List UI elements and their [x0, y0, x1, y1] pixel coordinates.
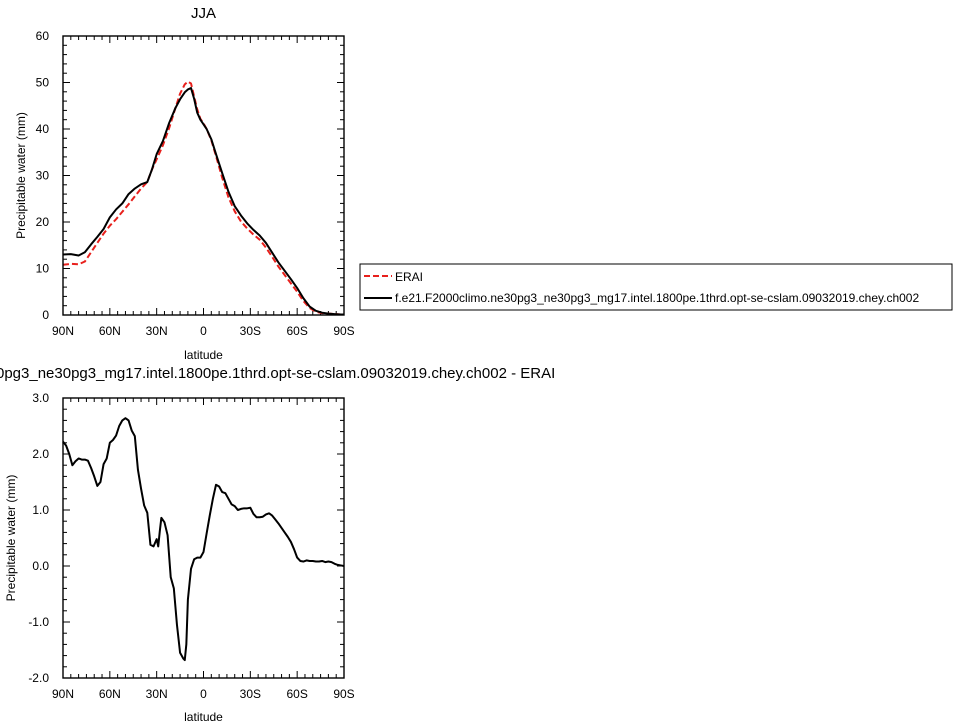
x-tick-label: 30S	[240, 687, 261, 701]
x-axis-label-top: latitude	[184, 348, 223, 362]
y-axis-label-top: Precipitable water (mm)	[14, 112, 28, 239]
y-tick-label: -1.0	[28, 615, 49, 629]
x-tick-label: 60N	[99, 324, 121, 338]
x-tick-label: 90N	[52, 687, 74, 701]
y-tick-label: 0	[42, 308, 49, 322]
tick-labels-bottom: 90N 60N 30N 0 30S 60S 90S -2.0 -1.0 0.0 1.0 2.0 3.0	[28, 391, 354, 701]
y-tick-label: 60	[36, 29, 50, 43]
x-axis-label-bottom: latitude	[184, 710, 223, 724]
series-layer-bottom	[62, 417, 345, 662]
legend: ERAI f.e21.F2000climo.ne30pg3_ne30pg3_mg…	[359, 263, 953, 311]
x-tick-label: 30N	[146, 324, 168, 338]
y-tick-label: 2.0	[32, 447, 49, 461]
plot-frame-bottom	[62, 397, 345, 679]
x-tick-label: 60S	[286, 687, 307, 701]
x-tick-label: 0	[200, 324, 207, 338]
x-tick-label: 0	[200, 687, 207, 701]
x-tick-label: 90S	[333, 324, 354, 338]
series-layer-top	[62, 80, 344, 316]
chart-title-bottom: f.e21.F2000climo.ne30pg3_ne30pg3_mg17.in…	[0, 365, 555, 382]
y-tick-label: 40	[36, 122, 50, 136]
x-tick-label: 60S	[286, 324, 307, 338]
plot-frame-top	[62, 35, 345, 316]
y-tick-label: 3.0	[32, 391, 49, 405]
chart-top-panel: JJA 90N 60N 30N 0 30S 60S 90S 0 10 20 30 40 50 60 lat…	[14, 5, 355, 362]
tick-labels-top: 90N 60N 30N 0 30S 60S 90S 0 10 20 30 40 50 60	[36, 29, 355, 338]
chart-title-top: JJA	[191, 5, 216, 22]
series-line-top-1	[62, 87, 344, 316]
y-tick-label: 30	[36, 169, 50, 183]
x-tick-label: 60N	[99, 687, 121, 701]
series-line-top-0	[62, 80, 344, 316]
y-tick-label: -2.0	[28, 671, 49, 685]
x-tick-label: 30N	[146, 687, 168, 701]
legend-label-model: f.e21.F2000climo.ne30pg3_ne30pg3_mg17.in…	[395, 291, 919, 305]
y-tick-label: 0.0	[32, 559, 49, 573]
y-tick-label: 50	[36, 76, 50, 90]
x-tick-label: 90N	[52, 324, 74, 338]
y-tick-label: 1.0	[32, 503, 49, 517]
axis-ticks-top	[62, 35, 345, 316]
legend-box	[359, 263, 953, 311]
series-line-bottom-0	[62, 417, 345, 662]
chart-bottom-panel: f.e21.F2000climo.ne30pg3_ne30pg3_mg17.in…	[0, 365, 555, 724]
y-tick-label: 10	[36, 262, 50, 276]
x-tick-label: 30S	[240, 324, 261, 338]
legend-label-erai: ERAI	[395, 270, 423, 284]
y-tick-label: 20	[36, 215, 50, 229]
axis-ticks-bottom	[62, 397, 345, 679]
y-axis-label-bottom: Precipitable water (mm)	[4, 475, 18, 602]
x-tick-label: 90S	[333, 687, 354, 701]
